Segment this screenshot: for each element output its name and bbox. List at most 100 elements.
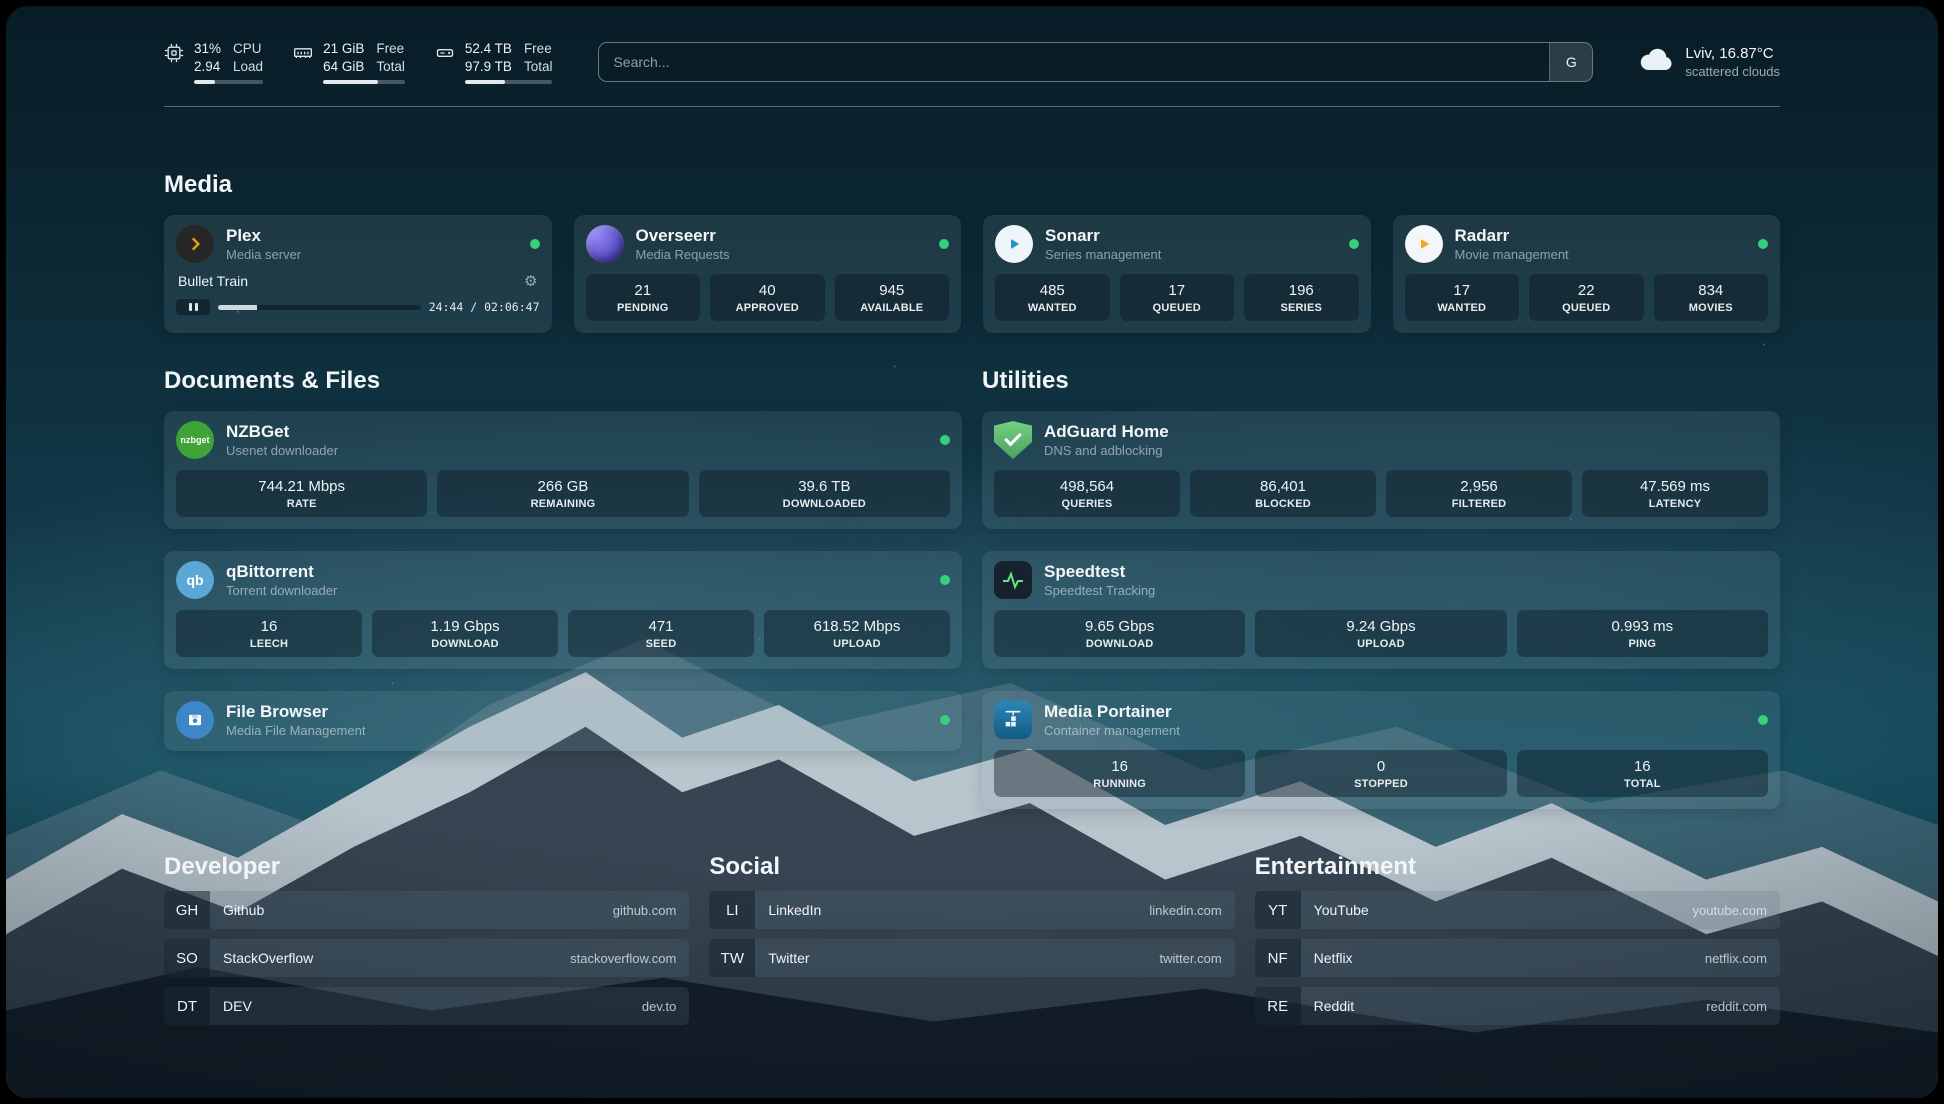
service-name: Plex [226, 225, 261, 245]
service-desc: Speedtest Tracking [1044, 583, 1156, 599]
weather-condition: scattered clouds [1685, 64, 1780, 80]
service-desc: Media File Management [226, 723, 366, 739]
bookmark-name: YouTube [1313, 902, 1369, 919]
service-name: Overseerr [635, 225, 716, 245]
cpu-usage-label: CPU [233, 41, 262, 56]
developer-column: Developer GH Github github.com SO StackO… [164, 853, 690, 1026]
weather-widget[interactable]: Lviv, 16.87°C scattered clouds [1639, 45, 1780, 79]
stat-upload: 9.24 Gbps UPLOAD [1255, 610, 1507, 658]
bookmark-url: github.com [612, 902, 677, 918]
stat-rate: 744.21 Mbps RATE [176, 470, 428, 518]
service-desc: Media Requests [635, 247, 730, 263]
stat-upload: 618.52 Mbps UPLOAD [764, 610, 950, 658]
stat-wanted: 17 WANTED [1404, 274, 1519, 322]
bookmark-abbr: LI [709, 891, 756, 930]
disk-icon [435, 43, 455, 68]
pause-button[interactable] [176, 299, 210, 316]
status-dot [939, 239, 949, 250]
service-name: NZBGet [226, 421, 290, 441]
service-card-sonarr[interactable]: Sonarr Series management 485 WANTED 17 QUE… [983, 215, 1371, 334]
stat-download: 9.65 Gbps DOWNLOAD [994, 610, 1246, 658]
section-title-utilities: Utilities [982, 367, 1069, 395]
section-title-media: Media [164, 171, 233, 199]
section-title-social: Social [709, 853, 781, 881]
resource-disk: 52.4 TB 97.9 TB Free Total [435, 40, 553, 85]
status-dot [940, 575, 950, 586]
status-dot [940, 715, 950, 726]
bookmark-dev[interactable]: DT DEV dev.to [164, 987, 690, 1026]
service-card-speedtest[interactable]: Speedtest Speedtest Tracking 9.65 Gbps DO… [982, 551, 1780, 670]
nzbget-icon: nzbget [176, 421, 214, 460]
service-desc: Media server [226, 247, 302, 263]
bookmark-url: dev.to [641, 998, 677, 1014]
gear-icon[interactable]: ⚙ [524, 273, 538, 291]
search-input[interactable] [599, 43, 1550, 82]
weather-location: Lviv, 16.87°C [1685, 45, 1774, 63]
service-card-plex[interactable]: Plex Media server Bullet Train ⚙ 24:44 /… [164, 215, 552, 334]
service-name: Media Portainer [1044, 701, 1172, 721]
service-card-portainer[interactable]: Media Portainer Container management 16 R… [982, 691, 1780, 810]
service-card-nzbget[interactable]: nzbget NZBGet Usenet downloader 744.21 M… [164, 411, 962, 530]
stat-queries: 498,564 QUERIES [994, 470, 1180, 518]
stat-downloaded: 39.6 TB DOWNLOADED [698, 470, 950, 518]
stat-available: 945 AVAILABLE [834, 274, 949, 322]
service-name: Radarr [1454, 225, 1510, 245]
stat-wanted: 485 WANTED [995, 274, 1110, 322]
service-name: Speedtest [1044, 561, 1126, 581]
service-desc: Container management [1044, 723, 1180, 739]
playback-progressbar[interactable] [218, 304, 421, 310]
bookmark-reddit[interactable]: RE Reddit reddit.com [1254, 987, 1780, 1026]
bookmark-twitter[interactable]: TW Twitter twitter.com [709, 939, 1235, 978]
cloud-icon [1639, 47, 1673, 78]
section-title-developer: Developer [164, 853, 281, 881]
bookmark-url: youtube.com [1692, 902, 1767, 918]
memory-free-value: 21 GiB [323, 41, 365, 56]
disk-progressbar [464, 80, 553, 85]
stat-approved: 40 APPROVED [710, 274, 825, 322]
bookmark-netflix[interactable]: NF Netflix netflix.com [1254, 939, 1780, 978]
bookmark-abbr: DT [164, 987, 210, 1026]
bookmark-url: linkedin.com [1149, 902, 1222, 918]
service-card-filebrowser[interactable]: File Browser Media File Management [164, 691, 962, 752]
status-dot [1758, 715, 1768, 726]
adguard-shield-icon [994, 421, 1032, 460]
sonarr-icon [995, 225, 1033, 264]
bookmark-name: Netflix [1313, 950, 1353, 967]
bookmark-abbr: TW [709, 939, 756, 978]
disk-total-label: Total [523, 58, 553, 74]
stat-queued: 22 QUEUED [1529, 274, 1644, 322]
resource-memory: 21 GiB 64 GiB Free Total [293, 40, 405, 85]
stat-download: 1.19 Gbps DOWNLOAD [372, 610, 558, 658]
bookmark-linkedin[interactable]: LI LinkedIn linkedin.com [709, 891, 1235, 930]
stat-movies: 834 MOVIES [1653, 274, 1768, 322]
service-card-radarr[interactable]: Radarr Movie management 17 WANTED 22 QUEUE… [1392, 215, 1780, 334]
dashboard-window: 31% 2.94 CPU Load [6, 6, 1938, 1098]
search-bar: G [598, 42, 1594, 83]
bookmark-github[interactable]: GH Github github.com [164, 891, 690, 930]
service-card-qbittorrent[interactable]: qb qBittorrent Torrent downloader 16 LEEC… [164, 551, 962, 670]
service-desc: Torrent downloader [226, 583, 338, 599]
cpu-usage-value: 31% [194, 41, 222, 56]
service-card-overseerr[interactable]: Overseerr Media Requests 21 PENDING 40 APP… [573, 215, 961, 334]
now-playing-title: Bullet Train [178, 273, 249, 290]
bookmark-abbr: NF [1254, 939, 1301, 978]
disk-total-value: 97.9 TB [464, 58, 512, 74]
resource-cpu: 31% 2.94 CPU Load [164, 40, 264, 85]
service-name: Sonarr [1045, 225, 1100, 245]
stat-queued: 17 QUEUED [1119, 274, 1234, 322]
status-dot [1758, 239, 1768, 250]
stat-seed: 471 SEED [568, 610, 754, 658]
memory-progressbar [323, 80, 405, 85]
bookmark-youtube[interactable]: YT YouTube youtube.com [1254, 891, 1780, 930]
stat-remaining: 266 GB REMAINING [437, 470, 689, 518]
service-card-adguard[interactable]: AdGuard Home DNS and adblocking 498,564 Q… [982, 411, 1780, 530]
stat-filtered: 2,956 FILTERED [1386, 470, 1572, 518]
status-dot [529, 239, 540, 250]
background-scene [6, 6, 1938, 1098]
search-provider-button[interactable]: G [1549, 43, 1593, 82]
stat-total: 16 TOTAL [1516, 750, 1768, 798]
playback-time: 24:44 / 02:06:47 [428, 300, 540, 315]
stat-blocked: 86,401 BLOCKED [1190, 470, 1376, 518]
bookmark-stackoverflow[interactable]: SO StackOverflow stackoverflow.com [164, 939, 690, 978]
filebrowser-icon [176, 701, 214, 740]
